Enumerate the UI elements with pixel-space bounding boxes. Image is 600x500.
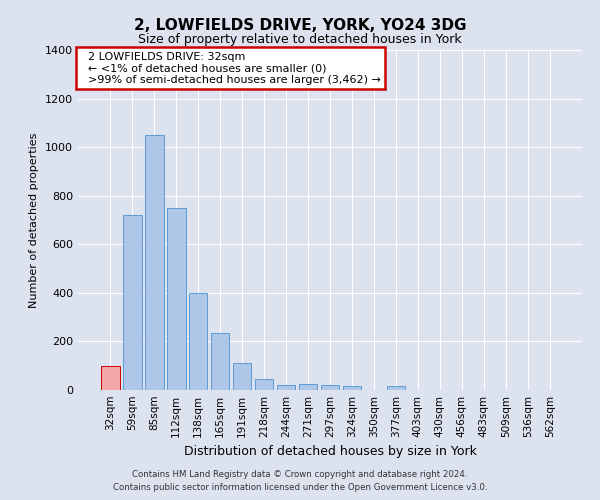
Bar (277, 385, 295, 390)
Bar (211, 333, 229, 390)
Bar (233, 364, 251, 390)
Bar (386, 386, 405, 390)
Bar (189, 293, 208, 390)
Bar (343, 386, 361, 390)
Bar (255, 379, 274, 390)
Text: Size of property relative to detached houses in York: Size of property relative to detached ho… (138, 32, 462, 46)
Bar (167, 208, 185, 390)
Text: 2, LOWFIELDS DRIVE, YORK, YO24 3DG: 2, LOWFIELDS DRIVE, YORK, YO24 3DG (134, 18, 466, 32)
Text: Contains HM Land Registry data © Crown copyright and database right 2024.
Contai: Contains HM Land Registry data © Crown c… (113, 470, 487, 492)
Bar (320, 385, 340, 390)
Text: 2 LOWFIELDS DRIVE: 32sqm
  ← <1% of detached houses are smaller (0)
  >99% of se: 2 LOWFIELDS DRIVE: 32sqm ← <1% of detach… (80, 52, 380, 85)
Y-axis label: Number of detached properties: Number of detached properties (29, 132, 40, 308)
Bar (145, 135, 164, 390)
Bar (101, 366, 119, 390)
Bar (123, 215, 142, 390)
X-axis label: Distribution of detached houses by size in York: Distribution of detached houses by size … (184, 446, 476, 458)
Bar (299, 384, 317, 390)
